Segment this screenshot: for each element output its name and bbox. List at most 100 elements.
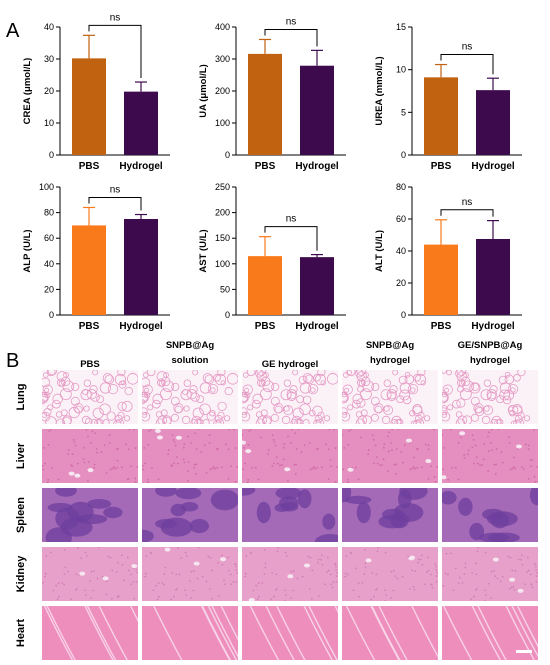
significance-label: ns — [286, 16, 297, 27]
y-tick-label: 20 — [44, 86, 54, 96]
y-tick-label: 40 — [396, 246, 406, 256]
y-tick-label: 100 — [215, 259, 230, 269]
y-tick-label: 0 — [401, 150, 406, 160]
bar-chart-5: 0 50 100 150 200 250 AST (U/L) PBS Hydrogel ns — [198, 182, 346, 332]
y-tick-label: 30 — [44, 54, 54, 64]
histology-image — [242, 488, 338, 542]
histology-image — [342, 547, 438, 601]
bar-hydrogel — [124, 91, 158, 155]
y-axis-label: ALT (U/L) — [374, 230, 385, 272]
x-tick-label: Hydrogel — [119, 321, 163, 332]
histology-image — [242, 606, 338, 660]
column-header: GE hydrogel — [262, 359, 318, 370]
histology-image — [442, 606, 538, 660]
significance-bracket — [440, 54, 494, 75]
y-tick-label: 20 — [44, 284, 54, 294]
significance-label: ns — [462, 197, 473, 208]
histology-image — [142, 488, 238, 542]
histology-image — [242, 429, 338, 483]
significance-bracket — [88, 196, 142, 211]
y-tick-label: 100 — [39, 182, 54, 192]
y-tick-label: 200 — [215, 208, 230, 218]
bar-hydrogel — [476, 239, 510, 315]
histology-image — [342, 606, 438, 660]
y-tick-label: 50 — [220, 284, 230, 294]
y-tick-label: 200 — [215, 86, 230, 96]
y-tick-label: 20 — [396, 278, 406, 288]
bar-chart-2: 0 100 200 300 400 UA (μmol/L) PBS Hydrogel ns — [198, 16, 346, 172]
column-header: hydrogel — [470, 355, 510, 366]
histology-image — [342, 370, 438, 424]
significance-bracket — [440, 209, 494, 217]
y-tick-label: 10 — [396, 65, 406, 75]
y-tick-label: 5 — [401, 107, 406, 117]
histology-image — [442, 370, 538, 424]
significance-bracket — [264, 28, 318, 47]
y-tick-label: 40 — [44, 259, 54, 269]
y-tick-label: 15 — [396, 22, 406, 32]
column-header: hydrogel — [370, 355, 410, 366]
histology-image — [42, 547, 138, 601]
bar-hydrogel — [300, 65, 334, 155]
panel-b-label: B — [6, 350, 19, 372]
column-header: PBS — [80, 359, 100, 370]
x-tick-label: PBS — [79, 161, 100, 172]
histology-image — [442, 547, 538, 601]
y-axis-label: AST (U/L) — [198, 229, 209, 272]
significance-bracket — [88, 24, 142, 79]
histology-image — [242, 547, 338, 601]
histology-image — [442, 429, 538, 483]
y-tick-label: 250 — [215, 182, 230, 192]
row-label: Heart — [15, 619, 27, 647]
y-tick-label: 0 — [225, 310, 230, 320]
y-tick-label: 60 — [44, 233, 54, 243]
bar-pbs — [424, 244, 458, 315]
y-tick-label: 0 — [49, 310, 54, 320]
bar-chart-6: 0 20 40 60 80 ALT (U/L) PBS Hydrogel ns — [374, 182, 522, 332]
significance-bracket — [264, 226, 318, 251]
y-axis-label: CREA (μmol/L) — [22, 58, 33, 125]
histology-image — [42, 370, 138, 424]
x-tick-label: Hydrogel — [295, 321, 339, 332]
y-tick-label: 10 — [44, 118, 54, 128]
x-tick-label: Hydrogel — [471, 321, 515, 332]
y-tick-label: 80 — [396, 182, 406, 192]
y-axis-label: UA (μmol/L) — [198, 64, 209, 117]
bar-pbs — [248, 256, 282, 315]
row-label: Spleen — [15, 497, 27, 533]
histology-image — [142, 429, 238, 483]
significance-label: ns — [462, 42, 473, 53]
column-header: SNPB@Ag — [366, 340, 415, 351]
y-tick-label: 0 — [49, 150, 54, 160]
x-tick-label: Hydrogel — [119, 161, 163, 172]
y-tick-label: 150 — [215, 233, 230, 243]
x-tick-label: PBS — [79, 321, 100, 332]
x-tick-label: Hydrogel — [295, 161, 339, 172]
histology-image — [42, 488, 138, 542]
x-tick-label: PBS — [255, 321, 276, 332]
histology-image — [142, 606, 238, 660]
bar-chart-1: 0 10 20 30 40 CREA (μmol/L) PBS Hydrogel ns — [22, 12, 170, 172]
y-tick-label: 100 — [215, 118, 230, 128]
column-header: solution — [172, 355, 209, 366]
histology-image — [242, 370, 338, 424]
row-label: Kidney — [15, 555, 27, 593]
bar-hydrogel — [476, 90, 510, 155]
bar-chart-3: 0 5 10 15 UREA (mmol/L) PBS Hydrogel ns — [374, 22, 522, 172]
y-tick-label: 0 — [225, 150, 230, 160]
histology-image — [442, 488, 538, 542]
bar-pbs — [248, 53, 282, 155]
y-tick-label: 0 — [401, 310, 406, 320]
column-header: GE/SNPB@Ag — [458, 340, 523, 351]
significance-label: ns — [110, 184, 121, 195]
histology-image — [142, 370, 238, 424]
histology-grid: PBS SNPB@Ag solution GE hydrogel SNPB@Ag hydr… — [15, 340, 538, 660]
bar-pbs — [72, 225, 106, 315]
histology-image — [342, 488, 438, 542]
histology-image — [342, 429, 438, 483]
row-label: Liver — [15, 442, 27, 469]
histology-image — [142, 547, 238, 601]
